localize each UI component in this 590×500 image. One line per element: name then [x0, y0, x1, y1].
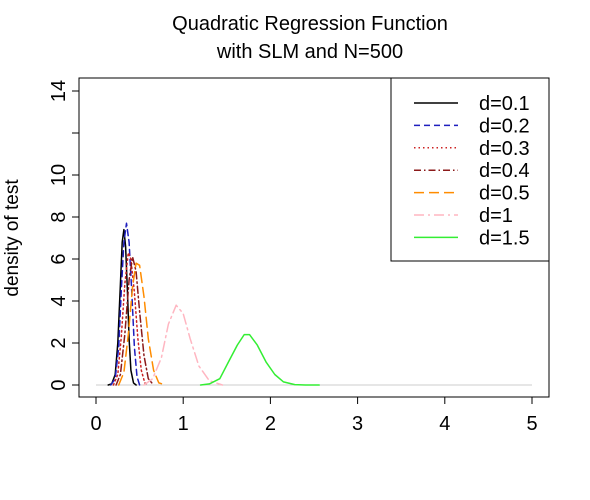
legend-label: d=1: [479, 205, 513, 227]
legend-label: d=0.1: [479, 93, 530, 115]
chart-title-line-1: Quadratic Regression Function: [172, 13, 448, 35]
series-line-d-0-4: [115, 256, 155, 386]
y-tick-label: 0: [48, 379, 70, 390]
chart-title-line-2: with SLM and N=500: [216, 41, 403, 63]
series-line-d-1: [143, 304, 224, 386]
legend-label: d=0.5: [479, 183, 530, 205]
legend: d=0.1d=0.2d=0.3d=0.4d=0.5d=1d=1.5: [390, 77, 550, 262]
x-tick-label: 5: [526, 413, 537, 435]
y-tick-label: 2: [48, 337, 70, 348]
legend-label: d=0.4: [479, 160, 530, 182]
x-tick-label: 1: [178, 413, 189, 435]
series-layer: [107, 222, 320, 386]
y-axis-label: density of test: [2, 179, 23, 297]
legend-label: d=1.5: [479, 227, 530, 249]
series-line-d-0-2: [110, 222, 141, 386]
y-tick-label: 4: [48, 295, 70, 306]
x-tick-label: 3: [352, 413, 363, 435]
x-tick-label: 4: [439, 413, 450, 435]
series-line-d-0-3: [112, 251, 150, 386]
legend-label: d=0.2: [479, 115, 530, 137]
y-tick-label: 8: [48, 211, 70, 222]
y-tick-label: 6: [48, 253, 70, 264]
series-line-d-1-5: [199, 333, 320, 386]
y-tick-label: 14: [48, 80, 70, 102]
axes-layer: 0 1 2 3 4 5 0 2 4 6 8 10 14: [48, 80, 538, 435]
x-tick-label: 2: [265, 413, 276, 435]
series-line-d-0-5: [117, 262, 167, 386]
legend-label: d=0.3: [479, 138, 530, 160]
x-tick-label: 0: [90, 413, 101, 435]
y-tick-label: 10: [48, 164, 70, 186]
